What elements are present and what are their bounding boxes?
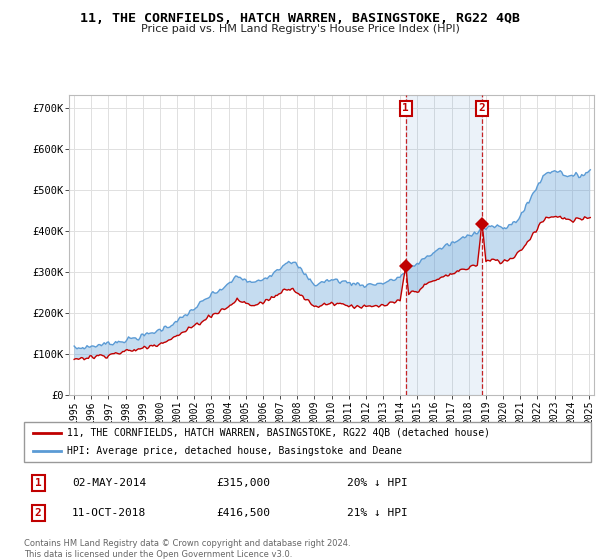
Text: Contains HM Land Registry data © Crown copyright and database right 2024.
This d: Contains HM Land Registry data © Crown c… [24, 539, 350, 559]
Text: 2: 2 [35, 508, 41, 518]
Text: 1: 1 [35, 478, 41, 488]
Text: £416,500: £416,500 [217, 508, 271, 518]
Text: HPI: Average price, detached house, Basingstoke and Deane: HPI: Average price, detached house, Basi… [67, 446, 401, 456]
Text: 11, THE CORNFIELDS, HATCH WARREN, BASINGSTOKE, RG22 4QB: 11, THE CORNFIELDS, HATCH WARREN, BASING… [80, 12, 520, 25]
Text: Price paid vs. HM Land Registry's House Price Index (HPI): Price paid vs. HM Land Registry's House … [140, 24, 460, 34]
Bar [406, 95, 482, 395]
Text: 1: 1 [403, 104, 409, 114]
FancyBboxPatch shape [24, 422, 591, 462]
Text: 2: 2 [479, 104, 485, 114]
Text: 11-OCT-2018: 11-OCT-2018 [72, 508, 146, 518]
Text: 21% ↓ HPI: 21% ↓ HPI [347, 508, 408, 518]
Text: 20% ↓ HPI: 20% ↓ HPI [347, 478, 408, 488]
Text: £315,000: £315,000 [217, 478, 271, 488]
Text: 02-MAY-2014: 02-MAY-2014 [72, 478, 146, 488]
Text: 11, THE CORNFIELDS, HATCH WARREN, BASINGSTOKE, RG22 4QB (detached house): 11, THE CORNFIELDS, HATCH WARREN, BASING… [67, 428, 490, 437]
